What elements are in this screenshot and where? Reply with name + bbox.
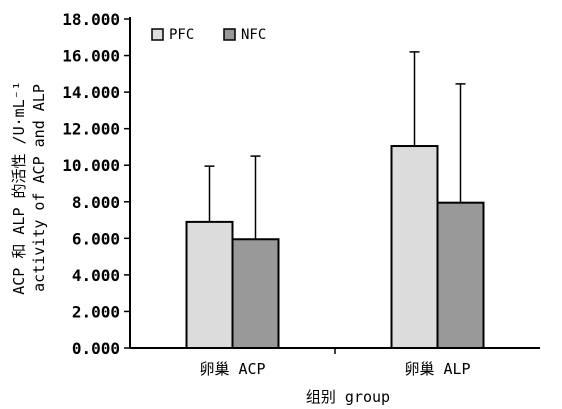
bar-nfc [436, 201, 485, 349]
error-bars [204, 51, 466, 240]
y-axis-title-line1: ACP 和 ALP 的活性 /U·mL⁻¹ [10, 81, 28, 295]
bar-pfc [185, 220, 234, 349]
legend-swatch-nfc [223, 28, 236, 41]
x-axis-title: 组别 group [306, 388, 390, 406]
x-category-label: 卵巢 ALP [404, 360, 470, 378]
y-tick-label: 2.000 [72, 302, 120, 321]
x-category-label: 卵巢 ACP [199, 360, 265, 378]
legend-label-pfc: PFC [169, 27, 194, 43]
legend-swatch-pfc [151, 28, 164, 41]
bars [185, 145, 485, 349]
legend-label-nfc: NFC [241, 27, 266, 43]
bar-nfc [231, 238, 280, 349]
y-tick-label: 18.000 [62, 10, 120, 29]
y-axis-title-line2: activity of ACP and ALP [30, 84, 48, 292]
y-tick-label: 10.000 [62, 156, 120, 175]
bar-pfc [390, 145, 439, 349]
y-tick-label: 4.000 [72, 266, 120, 285]
x-axis-categories: 卵巢 ACP 卵巢 ALP [199, 348, 471, 378]
y-tick-label: 0.000 [72, 339, 120, 358]
y-tick-label: 8.000 [72, 193, 120, 212]
y-tick-label: 6.000 [72, 229, 120, 248]
y-tick-label: 12.000 [62, 120, 120, 139]
legend: PFC NFC [151, 27, 266, 43]
y-tick-label: 16.000 [62, 47, 120, 66]
y-axis-ticks: 0.000 2.000 4.000 6.000 8.000 10.000 12.000 14.… [62, 10, 130, 358]
y-tick-label: 14.000 [62, 83, 120, 102]
